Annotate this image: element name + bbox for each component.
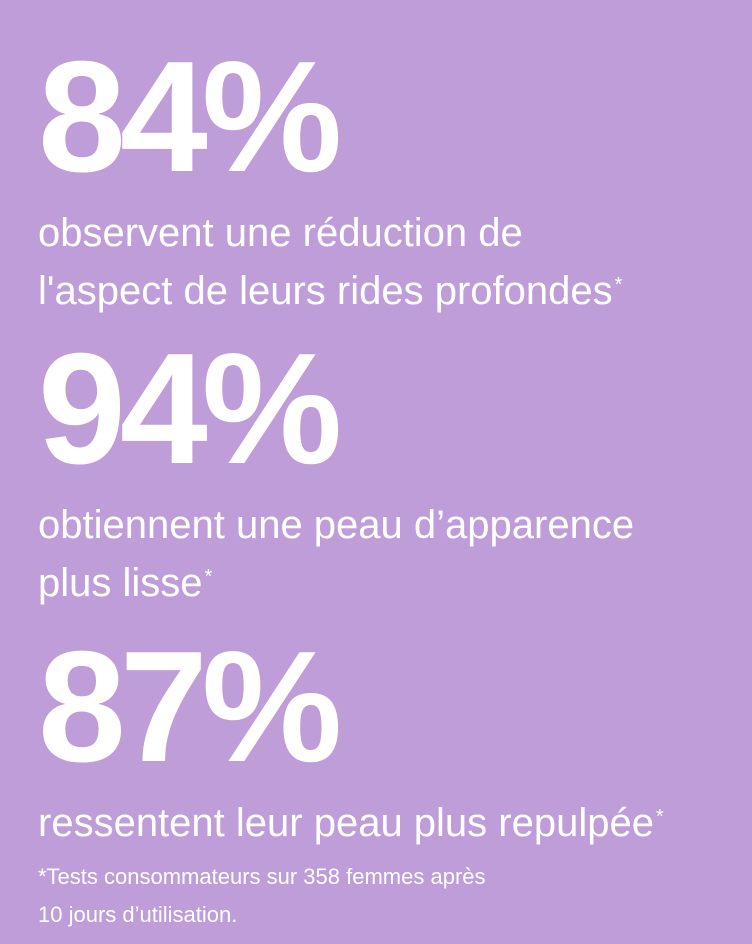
- stat-description-line: obtiennent une peau d’apparence: [38, 503, 635, 547]
- footnote-line: 10 jours d’utilisation.: [38, 902, 238, 927]
- stat-description-line: plus lisse: [38, 561, 203, 605]
- stat-description-line: l'aspect de leurs rides profondes: [38, 269, 613, 313]
- stat-description-line: ressentent leur peau plus repulpée: [38, 801, 654, 845]
- stat-block-wrinkles: 84% observent une réduction de l'aspect …: [38, 38, 738, 320]
- stat-description: obtiennent une peau d’apparence plus lis…: [38, 496, 738, 612]
- footnote-marker: *: [204, 566, 213, 588]
- footnote-marker: *: [614, 274, 623, 296]
- stat-block-smoothness: 94% obtiennent une peau d’apparence plus…: [38, 330, 738, 612]
- stat-description: observent une réduction de l'aspect de l…: [38, 204, 738, 320]
- stat-block-plumpness: 87% ressentent leur peau plus repulpée *: [38, 628, 738, 852]
- stat-description-line: observent une réduction de: [38, 211, 523, 255]
- footnote-marker: *: [655, 806, 664, 828]
- footnote-line: *Tests consommateurs sur 358 femmes aprè…: [38, 864, 486, 889]
- stat-description: ressentent leur peau plus repulpée *: [38, 794, 738, 852]
- stat-value: 94%: [38, 321, 342, 497]
- stat-value: 84%: [38, 29, 342, 205]
- stat-value: 87%: [38, 619, 342, 795]
- footnote: *Tests consommateurs sur 358 femmes aprè…: [38, 858, 738, 934]
